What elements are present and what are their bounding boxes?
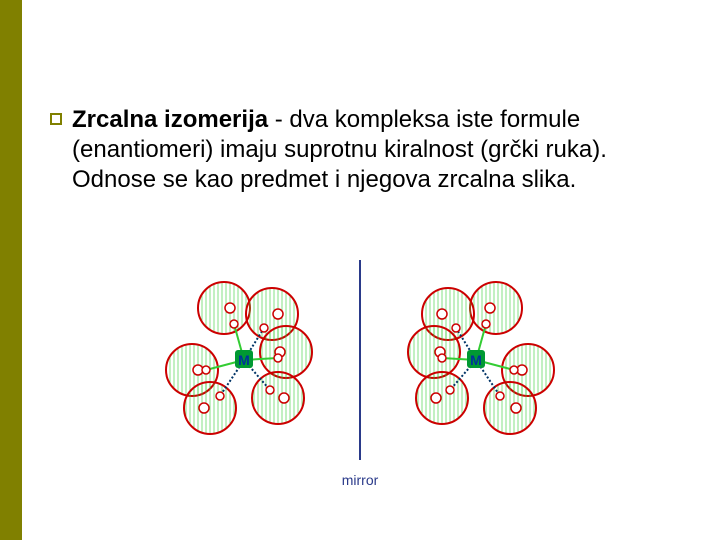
bullet-square-icon [50,113,62,125]
bullet-paragraph: Zrcalna izomerija - dva kompleksa iste f… [50,105,685,195]
enantiomer-diagram: MM mirror [140,260,580,490]
accent-stripe [0,0,22,540]
svg-text:M: M [470,352,482,368]
svg-text:M: M [238,352,250,368]
mirror-label: mirror [342,472,379,488]
term-bold: Zrcalna izomerija [72,106,268,133]
diagram-svg: MM [140,260,580,460]
paragraph-text: Zrcalna izomerija - dva kompleksa iste f… [72,105,685,195]
